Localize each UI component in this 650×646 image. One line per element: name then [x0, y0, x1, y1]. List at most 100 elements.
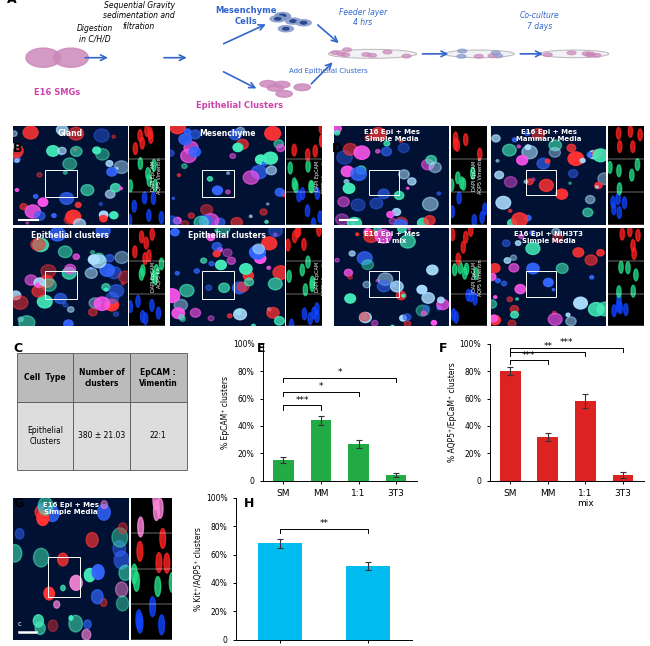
Circle shape [229, 129, 241, 140]
Circle shape [488, 273, 496, 280]
Circle shape [629, 125, 632, 138]
Circle shape [341, 166, 354, 176]
Circle shape [150, 229, 154, 240]
Text: DAPI EpCAM
AQP5 Kit: DAPI EpCAM AQP5 Kit [151, 262, 161, 292]
Circle shape [422, 293, 434, 303]
Text: c: c [18, 621, 21, 627]
Circle shape [378, 280, 391, 292]
Circle shape [574, 297, 588, 309]
Circle shape [424, 216, 435, 225]
Circle shape [37, 511, 49, 525]
Circle shape [38, 198, 48, 206]
Circle shape [180, 317, 185, 322]
Circle shape [365, 135, 372, 141]
Circle shape [496, 196, 511, 209]
Circle shape [635, 159, 640, 171]
Circle shape [212, 242, 222, 251]
Circle shape [227, 172, 229, 174]
Circle shape [391, 326, 394, 328]
Circle shape [8, 545, 22, 562]
Text: Add Epithelial Clusters: Add Epithelial Clusters [289, 68, 368, 74]
Text: EpCAM :
Vimentin: EpCAM : Vimentin [139, 368, 177, 388]
Circle shape [469, 225, 473, 236]
Circle shape [93, 147, 101, 154]
Circle shape [395, 217, 408, 227]
Circle shape [400, 315, 406, 321]
Circle shape [618, 207, 621, 218]
Circle shape [276, 90, 292, 97]
Circle shape [292, 144, 296, 156]
Circle shape [617, 293, 621, 306]
Circle shape [552, 233, 563, 242]
Circle shape [537, 158, 549, 169]
Circle shape [34, 212, 45, 220]
Text: E16 Epi + Mes
1:1 mix: E16 Epi + Mes 1:1 mix [364, 231, 420, 244]
Circle shape [311, 218, 316, 230]
Circle shape [567, 144, 576, 152]
Circle shape [138, 158, 142, 169]
Circle shape [569, 169, 578, 178]
Circle shape [463, 267, 467, 279]
Circle shape [33, 615, 44, 627]
Circle shape [511, 311, 519, 318]
Circle shape [138, 517, 144, 537]
Circle shape [58, 553, 68, 566]
Circle shape [288, 162, 292, 174]
Circle shape [504, 176, 517, 187]
Circle shape [285, 18, 301, 24]
Circle shape [94, 297, 110, 311]
Circle shape [618, 183, 621, 194]
Circle shape [460, 177, 464, 189]
Circle shape [227, 314, 232, 318]
Circle shape [549, 140, 562, 151]
Circle shape [473, 293, 477, 305]
Circle shape [35, 506, 44, 517]
Circle shape [215, 218, 225, 227]
Circle shape [194, 216, 209, 229]
Circle shape [510, 255, 517, 260]
Circle shape [200, 216, 212, 226]
Circle shape [341, 53, 350, 57]
Circle shape [268, 225, 282, 237]
Bar [311, 421, 332, 481]
Circle shape [170, 120, 185, 134]
Circle shape [519, 234, 524, 238]
Text: ***: *** [522, 351, 536, 360]
Circle shape [207, 234, 215, 240]
Circle shape [502, 144, 516, 156]
Circle shape [331, 51, 340, 54]
Circle shape [283, 27, 289, 30]
Circle shape [543, 53, 552, 56]
Circle shape [231, 218, 242, 227]
Circle shape [176, 271, 179, 275]
Circle shape [421, 311, 426, 315]
Circle shape [437, 297, 444, 303]
Circle shape [619, 262, 623, 273]
Circle shape [344, 180, 349, 183]
Circle shape [144, 313, 148, 324]
Y-axis label: % AQP5⁺/EpCaM⁺ clusters: % AQP5⁺/EpCaM⁺ clusters [448, 362, 457, 462]
Text: ***: *** [296, 396, 309, 405]
Circle shape [149, 131, 153, 143]
Circle shape [215, 229, 218, 232]
Circle shape [250, 215, 252, 218]
Circle shape [114, 551, 129, 569]
Bar [16, 402, 73, 470]
Circle shape [111, 183, 120, 192]
Bar [346, 566, 390, 640]
Text: E16 Epi + Mes
Simple Media: E16 Epi + Mes Simple Media [43, 502, 99, 516]
Circle shape [632, 247, 636, 260]
Circle shape [526, 179, 533, 185]
Circle shape [12, 296, 28, 309]
Circle shape [206, 285, 212, 290]
Text: **: ** [320, 519, 328, 528]
Circle shape [515, 298, 519, 300]
Text: E16 Epi + Mes
Mammary Media: E16 Epi + Mes Mammary Media [516, 129, 581, 142]
Circle shape [73, 148, 77, 151]
Circle shape [394, 220, 407, 230]
Circle shape [140, 265, 145, 276]
Circle shape [530, 231, 535, 235]
Circle shape [363, 282, 370, 288]
Circle shape [201, 205, 213, 215]
Circle shape [586, 53, 594, 57]
